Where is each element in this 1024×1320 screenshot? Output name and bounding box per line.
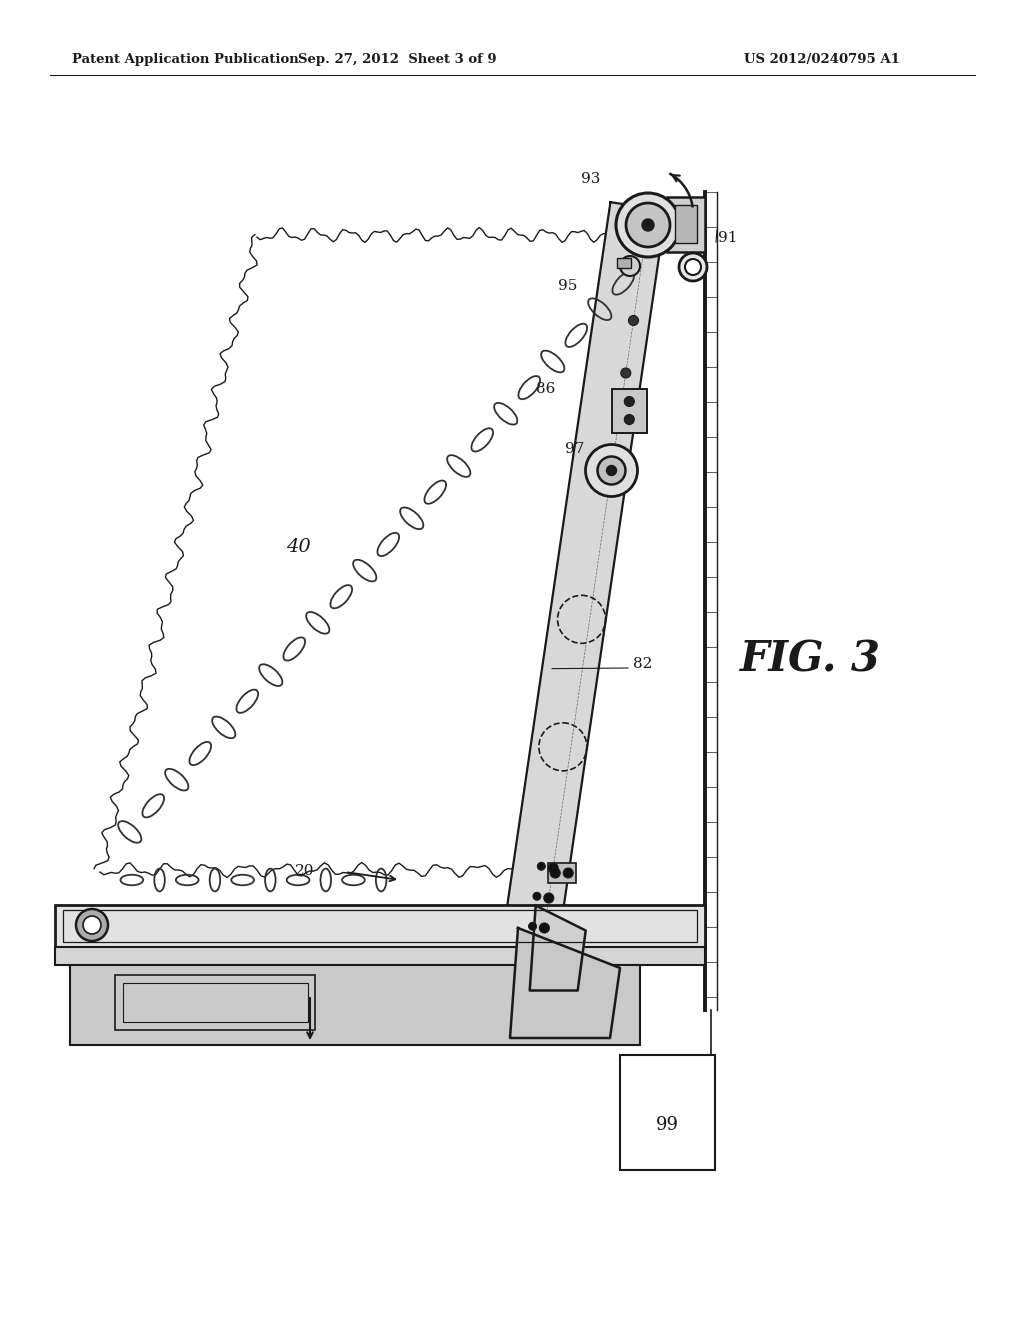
Circle shape: [685, 259, 701, 275]
Circle shape: [679, 253, 707, 281]
Circle shape: [620, 256, 640, 276]
Bar: [123, 983, 308, 1022]
Text: FIG. 3: FIG. 3: [739, 639, 881, 681]
Circle shape: [550, 869, 560, 878]
Text: 91: 91: [718, 231, 737, 246]
Circle shape: [540, 923, 550, 933]
Circle shape: [625, 396, 634, 407]
Circle shape: [597, 457, 626, 484]
Circle shape: [544, 894, 554, 903]
Circle shape: [606, 466, 616, 475]
Text: 95: 95: [558, 279, 578, 293]
Circle shape: [76, 909, 108, 941]
Bar: [612, 388, 647, 433]
Bar: [115, 975, 315, 1030]
Polygon shape: [501, 202, 666, 961]
Text: 40: 40: [286, 539, 310, 556]
Text: 97: 97: [565, 442, 585, 455]
Bar: [55, 946, 705, 965]
Bar: [620, 1055, 715, 1170]
Circle shape: [629, 315, 639, 326]
Circle shape: [538, 862, 546, 870]
Text: 82: 82: [633, 657, 652, 671]
Text: US 2012/0240795 A1: US 2012/0240795 A1: [744, 54, 900, 66]
Circle shape: [532, 892, 541, 900]
Text: 20: 20: [295, 865, 314, 878]
Bar: [667, 197, 705, 252]
Text: Patent Application Publication: Patent Application Publication: [72, 54, 299, 66]
Circle shape: [626, 203, 670, 247]
Text: 86: 86: [536, 381, 555, 396]
Circle shape: [642, 219, 654, 231]
Text: 99: 99: [656, 1115, 679, 1134]
Bar: [617, 257, 631, 268]
Text: 93: 93: [581, 172, 600, 186]
Polygon shape: [510, 928, 620, 1038]
Bar: [55, 906, 705, 946]
Circle shape: [548, 863, 558, 873]
Circle shape: [616, 193, 680, 257]
Text: Sep. 27, 2012  Sheet 3 of 9: Sep. 27, 2012 Sheet 3 of 9: [298, 54, 497, 66]
Bar: [548, 863, 577, 883]
Polygon shape: [529, 906, 586, 990]
Circle shape: [563, 869, 573, 878]
Circle shape: [586, 445, 638, 496]
Bar: [70, 965, 640, 1045]
Circle shape: [528, 923, 537, 931]
Circle shape: [621, 368, 631, 378]
Circle shape: [83, 916, 101, 935]
Circle shape: [625, 414, 634, 425]
Bar: [675, 205, 697, 243]
Bar: [63, 909, 697, 942]
